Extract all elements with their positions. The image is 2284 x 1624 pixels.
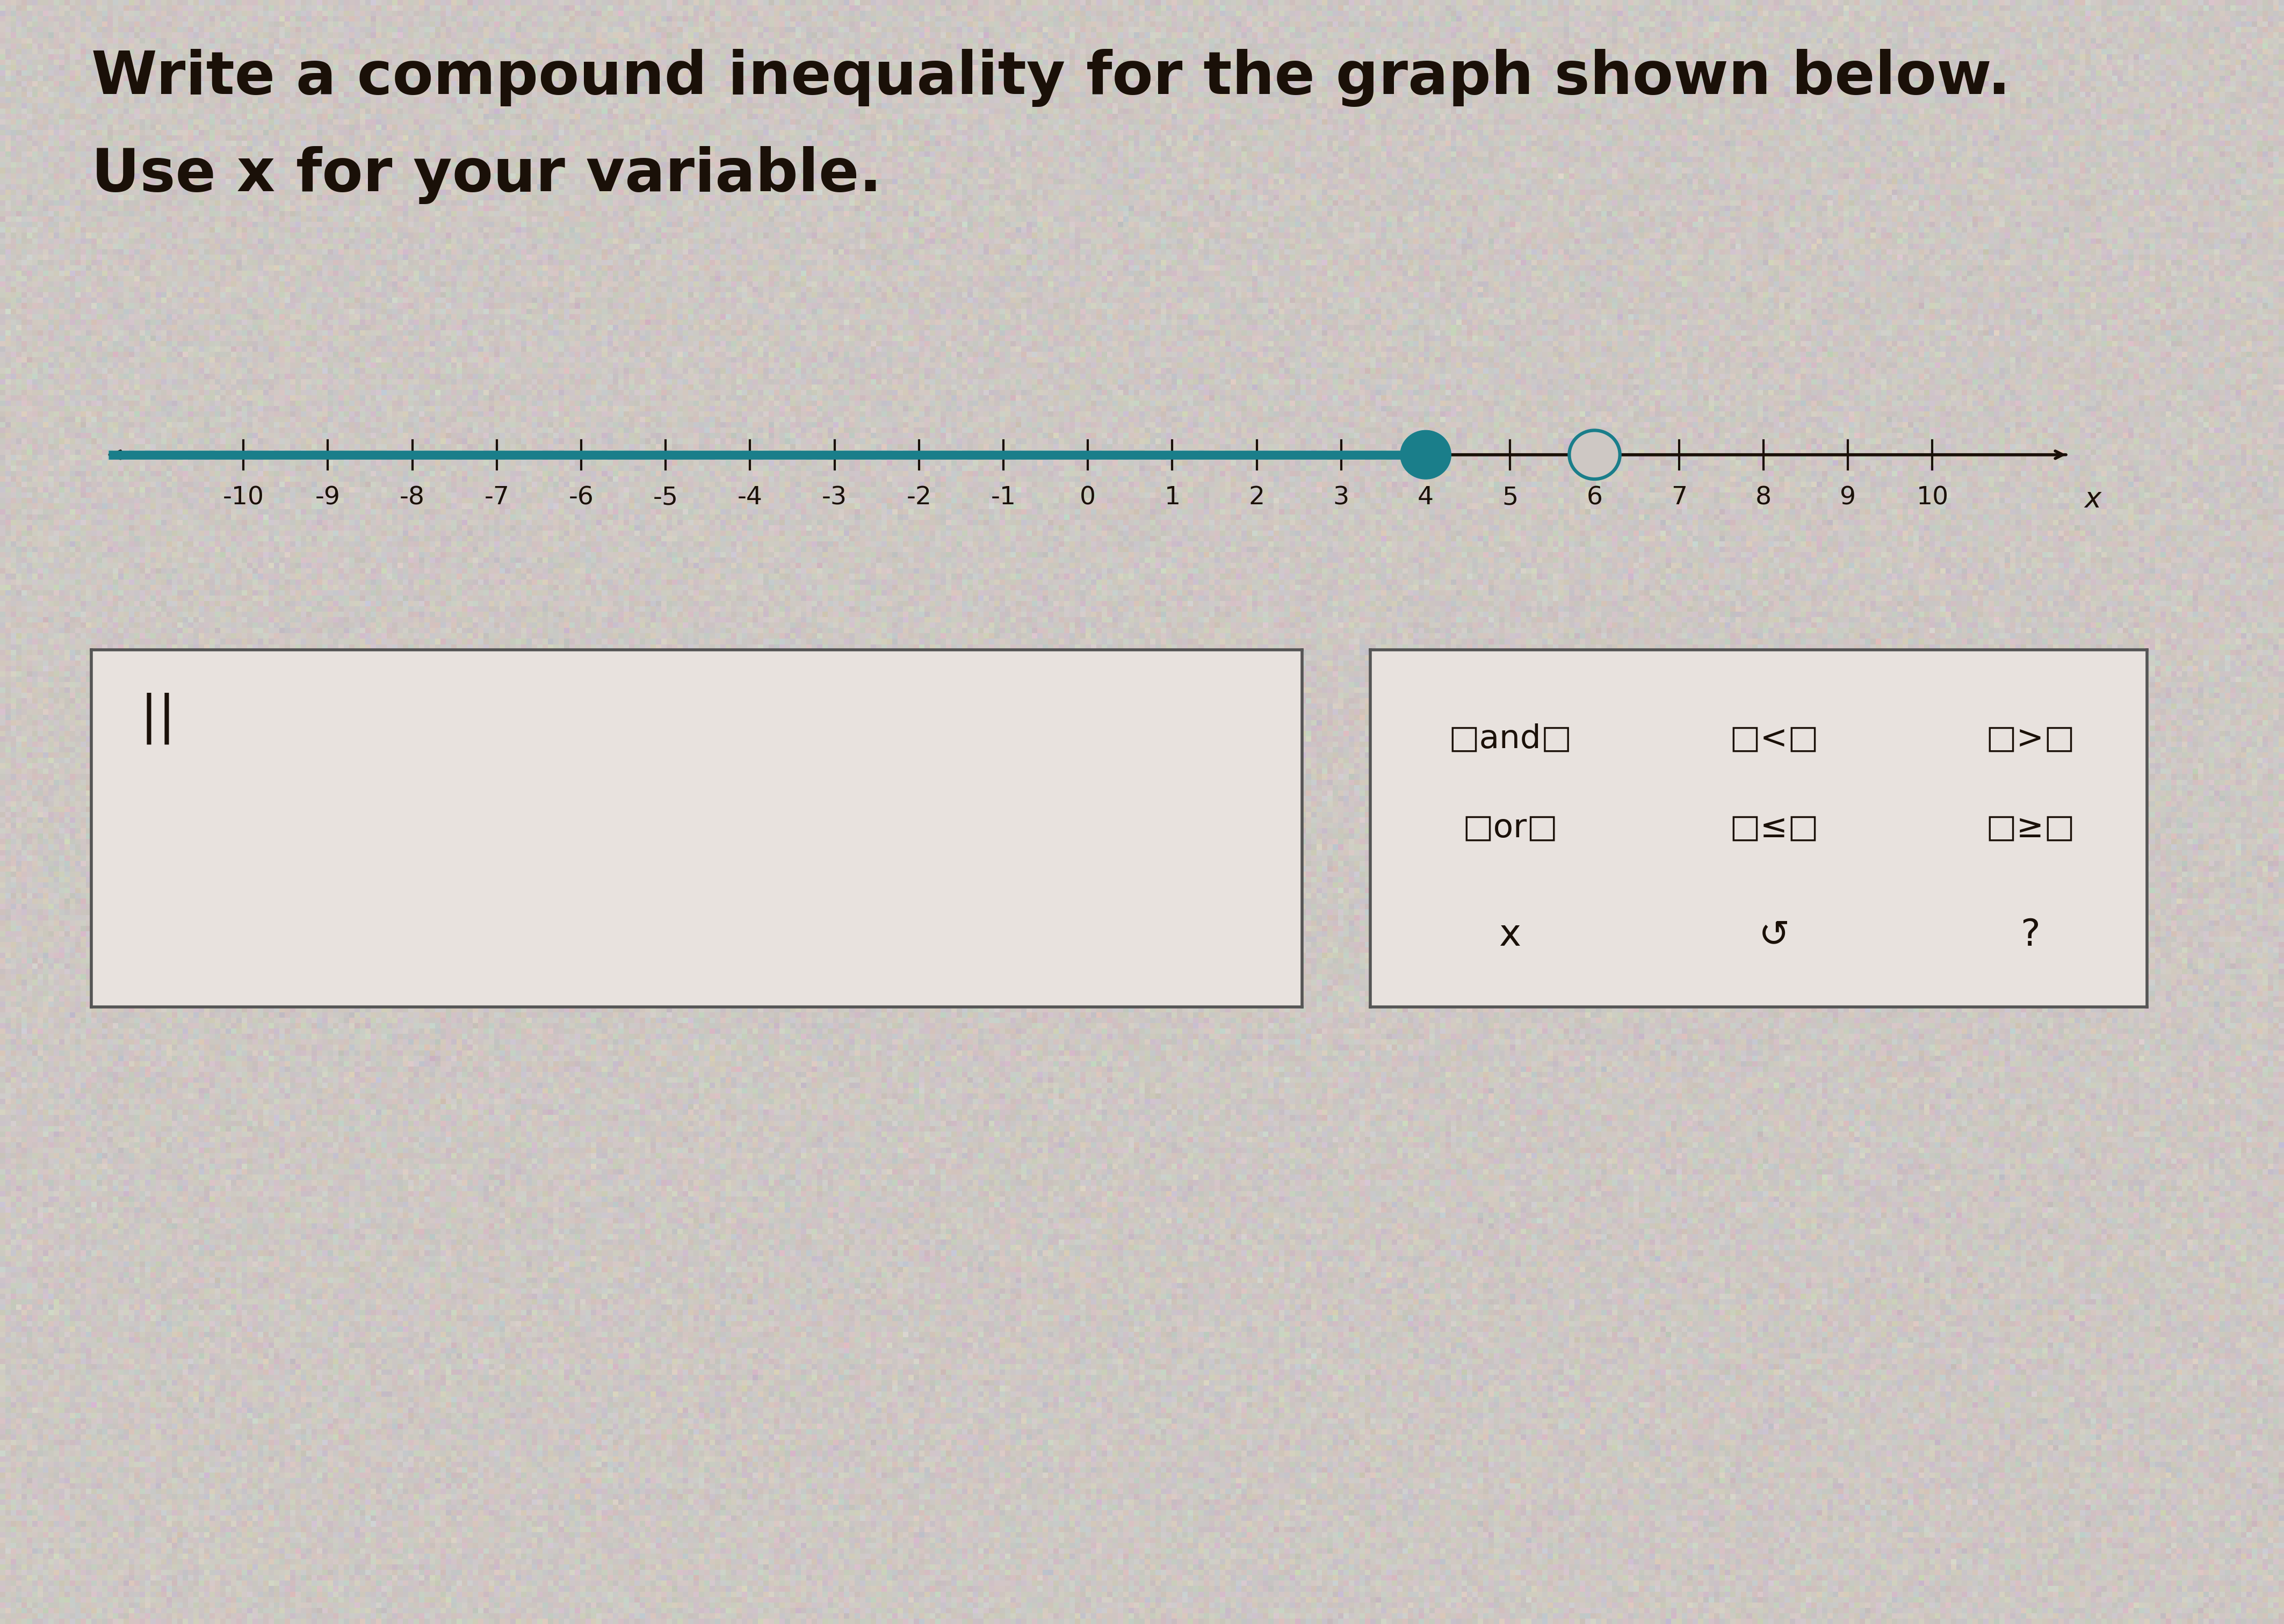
Text: ↺: ↺ (1759, 918, 1791, 953)
Text: □<□: □<□ (1729, 723, 1818, 755)
Text: Use x for your variable.: Use x for your variable. (91, 146, 882, 205)
Text: -1: -1 (991, 486, 1016, 510)
Text: |: | (139, 692, 158, 744)
Text: 0: 0 (1080, 486, 1096, 510)
Circle shape (1569, 430, 1619, 479)
Text: 7: 7 (1672, 486, 1688, 510)
Text: -6: -6 (569, 486, 594, 510)
Text: 4: 4 (1418, 486, 1434, 510)
Text: -3: -3 (822, 486, 847, 510)
Text: □>□: □>□ (1985, 723, 2076, 755)
Text: 5: 5 (1503, 486, 1519, 510)
Text: 2: 2 (1249, 486, 1265, 510)
Text: 8: 8 (1756, 486, 1772, 510)
Text: □≥□: □≥□ (1985, 812, 2076, 844)
Text: -5: -5 (653, 486, 678, 510)
Text: 9: 9 (1841, 486, 1857, 510)
Text: 3: 3 (1334, 486, 1350, 510)
Circle shape (1400, 430, 1450, 479)
Text: x: x (1498, 918, 1521, 953)
Text: □and□: □and□ (1448, 723, 1571, 755)
Text: 6: 6 (1587, 486, 1603, 510)
Text: x: x (2085, 486, 2101, 513)
Text: 1: 1 (1165, 486, 1181, 510)
Text: ?: ? (2021, 918, 2040, 953)
Text: -4: -4 (738, 486, 763, 510)
Text: |: | (158, 692, 176, 744)
Text: □≤□: □≤□ (1729, 812, 1818, 844)
Text: -10: -10 (224, 486, 265, 510)
Text: Write a compound inequality for the graph shown below.: Write a compound inequality for the grap… (91, 49, 2010, 107)
Text: 10: 10 (1916, 486, 1948, 510)
Text: -7: -7 (484, 486, 509, 510)
Text: -9: -9 (315, 486, 340, 510)
Text: -8: -8 (400, 486, 425, 510)
Text: -2: -2 (907, 486, 932, 510)
Text: □or□: □or□ (1462, 812, 1558, 844)
